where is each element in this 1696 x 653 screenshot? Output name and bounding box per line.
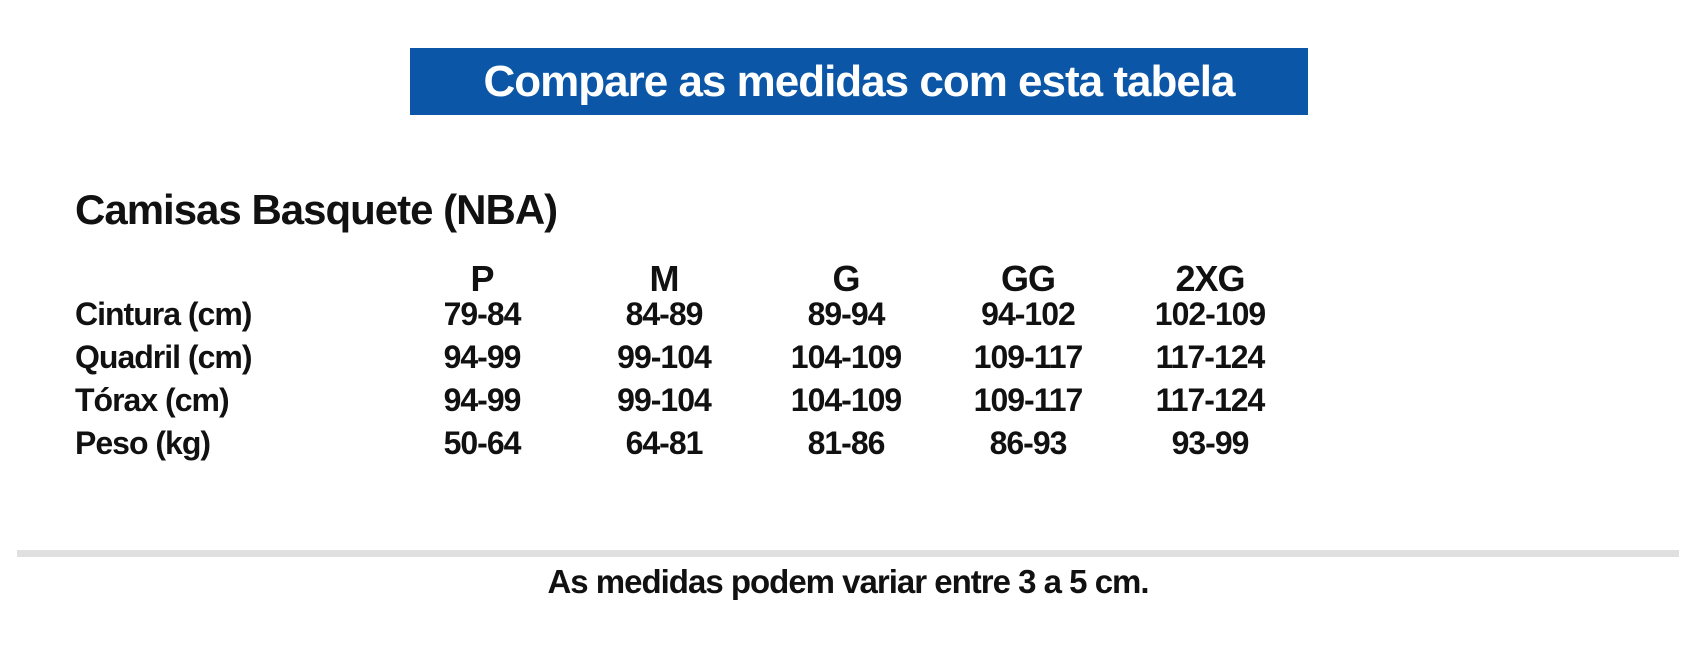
- cell-cintura-p: 79-84: [443, 296, 522, 332]
- row-label-torax: Tórax (cm): [75, 382, 230, 418]
- column-header-p: P: [470, 258, 494, 299]
- banner-title: Compare as medidas com esta tabela: [483, 56, 1236, 106]
- cell-torax-gg: 109-117: [973, 382, 1084, 418]
- cell-quadril-g: 104-109: [790, 339, 902, 375]
- cell-cintura-g: 89-94: [807, 296, 886, 332]
- page-title: Camisas Basquete (NBA): [75, 186, 558, 233]
- column-header-m: M: [649, 258, 680, 299]
- cell-torax-m: 99-104: [617, 382, 712, 418]
- cell-quadril-gg: 109-117: [973, 339, 1084, 375]
- row-label-quadril: Quadril (cm): [75, 339, 252, 375]
- cell-torax-g: 104-109: [790, 382, 902, 418]
- size-chart-banner: Compare as medidas com esta tabela: [410, 48, 1308, 115]
- cell-cintura-gg: 94-102: [981, 296, 1076, 332]
- cell-peso-p: 50-64: [443, 425, 522, 461]
- cell-cintura-m: 84-89: [625, 296, 704, 332]
- column-header-g: G: [832, 258, 860, 299]
- footer-note: As medidas podem variar entre 3 a 5 cm.: [547, 563, 1149, 600]
- cell-quadril-p: 94-99: [443, 339, 522, 375]
- horizontal-divider: [17, 550, 1679, 557]
- cell-peso-2xg: 93-99: [1171, 425, 1250, 461]
- column-header-gg: GG: [1000, 258, 1056, 299]
- cell-cintura-2xg: 102-109: [1154, 296, 1266, 332]
- cell-peso-m: 64-81: [625, 425, 704, 461]
- row-label-peso: Peso (kg): [75, 425, 211, 461]
- cell-peso-g: 81-86: [807, 425, 886, 461]
- column-header-2xg: 2XG: [1175, 258, 1245, 299]
- cell-torax-p: 94-99: [443, 382, 522, 418]
- cell-quadril-2xg: 117-124: [1155, 339, 1266, 375]
- size-table: P M G GG 2XG Cintura (cm) 79-84 84-89 89…: [75, 250, 1301, 465]
- row-label-cintura: Cintura (cm): [75, 296, 252, 332]
- cell-quadril-m: 99-104: [617, 339, 712, 375]
- cell-peso-gg: 86-93: [989, 425, 1068, 461]
- cell-torax-2xg: 117-124: [1155, 382, 1266, 418]
